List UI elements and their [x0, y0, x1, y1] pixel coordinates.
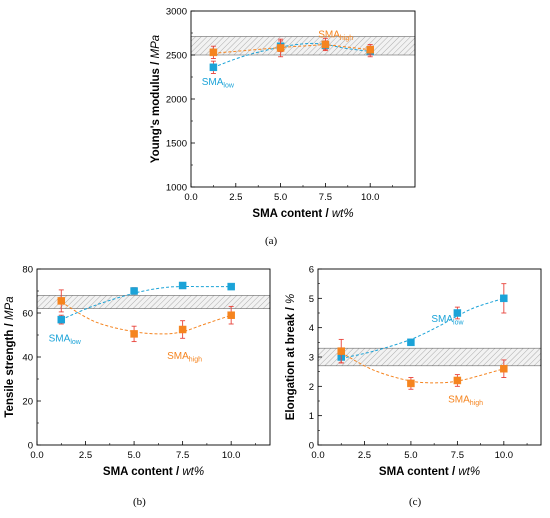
data-point-high — [407, 379, 415, 388]
y-tick-label: 1000 — [166, 183, 187, 194]
data-point-high — [453, 376, 462, 385]
chart-b: 0.0 2.5 5.0 7.5 10.0 0 20 40 60 80 SMA content / w… — [4, 265, 271, 478]
x-tick-label: 0.0 — [184, 192, 197, 203]
x-tick-label: 10.0 — [361, 192, 380, 203]
y-tick-label: 4 — [309, 323, 314, 334]
x-tick-label: 0.0 — [30, 450, 43, 461]
caption-a: (a) — [265, 235, 278, 247]
x-tick-label: 5.0 — [127, 450, 140, 461]
trend-line-low — [213, 42, 371, 68]
series-label-low: SMAlow — [49, 334, 82, 347]
data-point-low — [209, 63, 218, 72]
x-tick-label: 2.5 — [79, 450, 92, 461]
x-tick-label: 2.5 — [358, 450, 371, 461]
y-tick-label: 40 — [22, 353, 33, 364]
y-tick-label: 0 — [28, 441, 33, 452]
x-axis-label: SMA content / wt% — [379, 466, 480, 478]
data-point-high — [321, 40, 330, 49]
data-point-low — [407, 338, 415, 347]
y-tick-label: 6 — [309, 265, 314, 276]
data-point-high — [227, 311, 235, 319]
data-point-high — [337, 347, 345, 355]
data-point-high — [57, 297, 66, 305]
data-point-high — [276, 44, 285, 52]
data-point-low — [227, 282, 235, 291]
data-point-low — [453, 309, 462, 317]
trend-line-high — [213, 44, 371, 54]
x-tick-label: 10.0 — [222, 450, 241, 461]
trend-line-high — [340, 352, 504, 384]
series-label-low: SMAlow — [431, 314, 464, 327]
data-point-high — [130, 330, 138, 338]
series-label-high: SMAhigh — [167, 351, 202, 364]
y-axis-label: Tensile strength / MPa — [4, 296, 16, 417]
y-tick-label: 20 — [22, 397, 33, 408]
caption-c: (c) — [409, 496, 422, 508]
caption-b: (b) — [133, 496, 146, 508]
data-point-high — [209, 48, 218, 57]
series-label-high: SMAhigh — [318, 29, 353, 42]
x-tick-label: 5.0 — [404, 450, 417, 461]
y-tick-label: 2000 — [166, 95, 187, 106]
x-tick-label: 7.5 — [176, 450, 189, 461]
data-point-low — [130, 287, 138, 295]
y-tick-label: 1500 — [166, 139, 187, 150]
trend-line-low — [61, 286, 232, 321]
x-axis-label: SMA content / wt% — [252, 208, 353, 220]
series-label-low: SMAlow — [202, 77, 235, 90]
x-tick-label: 7.5 — [451, 450, 464, 461]
data-point-high — [366, 45, 374, 54]
x-tick-label: 5.0 — [274, 192, 287, 203]
y-axis-label: Elongation at break / % — [285, 294, 297, 421]
y-tick-label: 1 — [309, 411, 314, 422]
y-tick-label: 60 — [22, 309, 33, 320]
y-tick-label: 3000 — [166, 7, 187, 18]
x-axis-label: SMA content / wt% — [103, 466, 204, 478]
x-tick-label: 7.5 — [319, 192, 332, 203]
x-tick-label: 2.5 — [229, 192, 242, 203]
reference-band — [36, 295, 271, 309]
y-tick-label: 5 — [309, 294, 314, 305]
y-tick-label: 2 — [309, 382, 314, 393]
x-tick-label: 10.0 — [495, 450, 514, 461]
data-point-high — [500, 364, 508, 373]
x-tick-label: 0.0 — [311, 450, 324, 461]
data-point-low — [57, 315, 66, 324]
chart-a: 0.0 2.5 5.0 7.5 10.0 1000 1500 2000 2500 3000 SMA … — [150, 7, 416, 220]
data-point-low — [500, 294, 508, 303]
reference-band — [317, 347, 542, 367]
y-tick-label: 3 — [309, 353, 314, 364]
data-point-high — [178, 325, 187, 334]
y-tick-label: 2500 — [166, 51, 187, 62]
y-tick-label: 0 — [309, 441, 314, 452]
series-label-high: SMAhigh — [448, 394, 483, 407]
chart-c: 0.0 2.5 5.0 7.5 10.0 0 1 2 3 4 5 6 SMA content / wt%… — [285, 265, 542, 478]
y-axis-label: Young's modulus / MPa — [150, 35, 162, 163]
data-point-low — [178, 281, 187, 290]
y-tick-label: 80 — [22, 265, 33, 276]
